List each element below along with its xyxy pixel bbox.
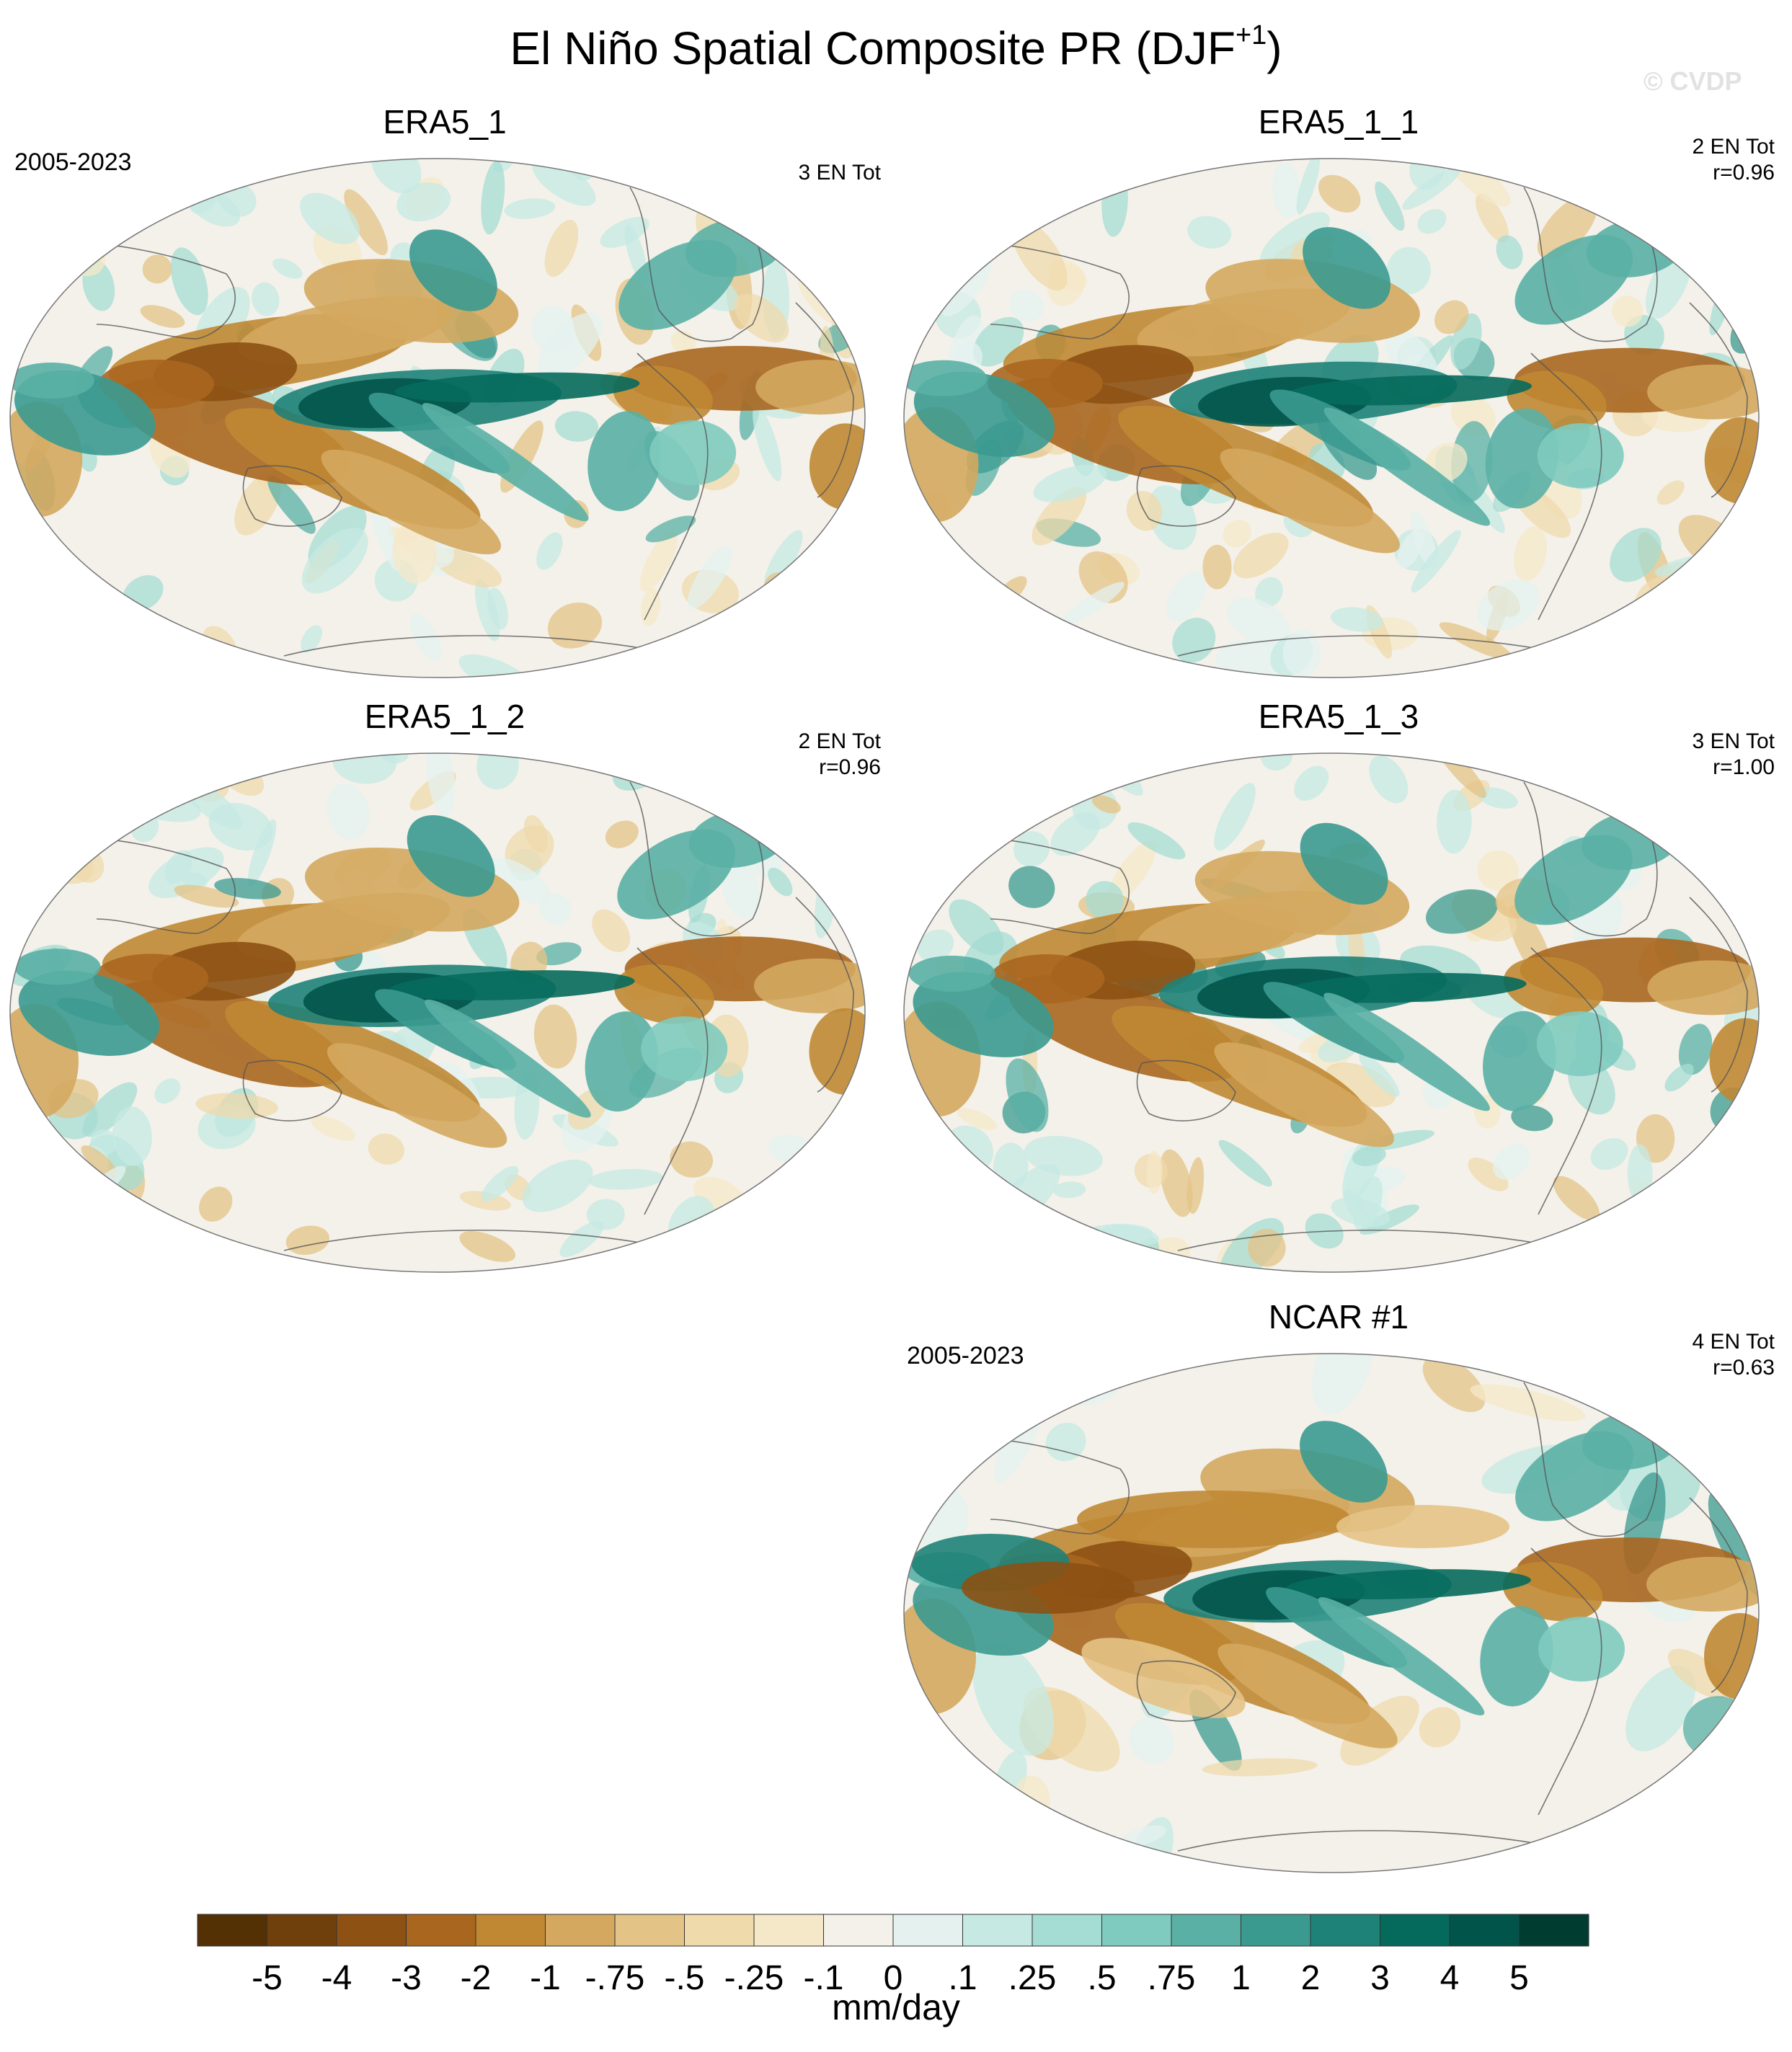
colorbar-unit-label: mm/day (832, 1987, 960, 2027)
colorbar-swatch (962, 1914, 1033, 1947)
colorbar-swatch (1519, 1914, 1589, 1947)
colorbar-tick-label: .75 (1148, 1959, 1196, 1997)
colorbar-tick-label: -.75 (585, 1959, 645, 1997)
event-count-label: 2 EN Tot (798, 729, 881, 753)
colorbar-tick-label: .25 (1008, 1959, 1057, 1997)
event-count-label: 4 EN Tot (1692, 1330, 1775, 1354)
map-panel: ERA5_1_2 2 EN Tot r=0.96 (9, 697, 881, 1288)
map-panel: ERA5_1_3 3 EN Tot r=1.00 (902, 697, 1775, 1288)
colorbar-tick-label: -.1 (803, 1959, 843, 1997)
coastline-outlines (946, 187, 1748, 657)
colorbar-tick-label: -.25 (724, 1959, 784, 1997)
panel-title: NCAR #1 (1268, 1298, 1409, 1336)
coastline-outlines (946, 781, 1748, 1251)
colorbar-swatch (197, 1914, 267, 1947)
colorbar-tick-label: 0 (884, 1959, 903, 1997)
colorbar-tick-label: .5 (1087, 1959, 1116, 1997)
pattern-correlation-label: r=0.63 (1713, 1356, 1775, 1380)
colorbar-swatch (1032, 1914, 1102, 1947)
colorbar-swatch (892, 1914, 963, 1947)
pattern-correlation-label: r=0.96 (819, 755, 881, 779)
colorbar-tick-label: -3 (391, 1959, 422, 1997)
colorbar-tick-label: 4 (1440, 1959, 1460, 1997)
colorbar-swatch (1171, 1914, 1241, 1947)
map-panel: ERA5_1 2005-2023 3 EN Tot (9, 102, 881, 693)
colorbar-swatch (1380, 1914, 1450, 1947)
colorbar-swatch (267, 1914, 337, 1947)
precip-map (903, 1353, 1760, 1873)
coastline-outlines (53, 781, 854, 1251)
pattern-correlation-label: r=1.00 (1713, 755, 1775, 779)
colorbar-tick-label: 3 (1370, 1959, 1390, 1997)
colorbar-tick-label: -1 (530, 1959, 561, 1997)
colorbar-swatch (1241, 1914, 1311, 1947)
colorbar: -5 -4 -3 -2 -1 -.75 -.5 -.25 -.1 0 .1 .25 .5 .75 1 2 3 4 5… (197, 1914, 1589, 2027)
colorbar-swatch (1310, 1914, 1380, 1947)
watermark: © CVDP (1644, 66, 1742, 96)
precip-map (9, 752, 866, 1273)
colorbar-tick-label: -5 (252, 1959, 283, 1997)
colorbar-swatch (336, 1914, 407, 1947)
event-count-label: 2 EN Tot (1692, 135, 1775, 159)
map-panel: ERA5_1_1 2 EN Tot r=0.96 (902, 102, 1775, 693)
panel-title: ERA5_1 (383, 103, 507, 141)
colorbar-swatch (753, 1914, 824, 1947)
colorbar-swatch (614, 1914, 685, 1947)
colorbar-swatch (1449, 1914, 1520, 1947)
panel-title: ERA5_1_3 (1258, 698, 1419, 735)
colorbar-tick-label: 1 (1231, 1959, 1251, 1997)
panel-title: ERA5_1_2 (364, 698, 525, 735)
colorbar-swatch (1101, 1914, 1172, 1947)
map-panel: NCAR #1 2005-2023 4 EN Tot r=0.63 (902, 1297, 1775, 1888)
colorbar-tick-label: .1 (948, 1959, 977, 1997)
precip-map (903, 752, 1760, 1273)
colorbar-swatch (475, 1914, 546, 1947)
pattern-correlation-label: r=0.96 (1713, 161, 1775, 185)
coastline-outlines (946, 1382, 1748, 1852)
panel-title: ERA5_1_1 (1258, 103, 1419, 141)
colorbar-swatch (684, 1914, 755, 1947)
coastline-outlines (53, 187, 854, 657)
period-label: 2005-2023 (14, 148, 132, 176)
figure-title: El Niño Spatial Composite PR (DJF+1) (510, 20, 1282, 74)
colorbar-tick-label: -4 (321, 1959, 352, 1997)
colorbar-swatch (406, 1914, 476, 1947)
colorbar-tick-label: -2 (461, 1959, 492, 1997)
colorbar-swatch (545, 1914, 616, 1947)
colorbar-tick-label: 2 (1301, 1959, 1321, 1997)
event-count-label: 3 EN Tot (1692, 729, 1775, 753)
event-count-label: 3 EN Tot (798, 161, 881, 185)
colorbar-tick-label: 5 (1509, 1959, 1529, 1997)
period-label: 2005-2023 (907, 1342, 1024, 1369)
colorbar-swatch (823, 1914, 894, 1947)
colorbar-tick-label: -.5 (664, 1959, 704, 1997)
